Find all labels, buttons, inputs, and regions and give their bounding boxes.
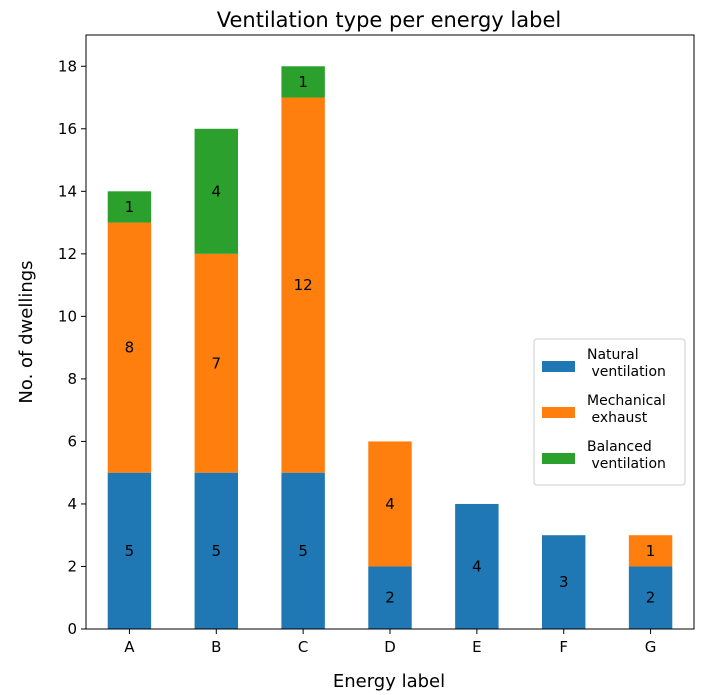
legend: Natural ventilation Mechanical exhaust Bal…	[533, 338, 686, 486]
y-tick-label: 16	[58, 120, 77, 138]
x-tick-label: F	[559, 638, 568, 656]
bar-segment	[281, 66, 325, 98]
y-axis-label: No. of dwellings	[16, 260, 37, 403]
x-tick-label: D	[384, 638, 396, 656]
bar-segment	[368, 441, 412, 567]
legend-swatch	[542, 407, 575, 418]
y-tick-label: 6	[67, 432, 77, 450]
x-tick-label: A	[124, 638, 135, 656]
bar-value-label: 1	[646, 542, 656, 560]
bar-segment	[281, 472, 325, 629]
x-tick-label: G	[645, 638, 657, 656]
x-tick-label: E	[472, 638, 481, 656]
y-tick-label: 8	[67, 370, 77, 388]
bar-value-label: 5	[212, 542, 222, 560]
bar-segment	[107, 472, 152, 629]
bar-value-label: 4	[385, 495, 395, 513]
bar-segment	[107, 222, 152, 473]
bar-value-label: 12	[294, 276, 313, 294]
legend-label: Natural ventilation	[587, 347, 666, 380]
y-tick-label: 12	[58, 245, 77, 263]
y-tick-label: 18	[58, 57, 77, 75]
x-axis-label: Energy label	[333, 671, 445, 692]
bar-segment	[194, 128, 238, 254]
chart-title: Ventilation type per energy label	[217, 8, 561, 32]
bar-value-label: 1	[125, 198, 135, 216]
bar-segment	[107, 191, 152, 223]
y-tick-label: 10	[58, 307, 77, 325]
legend-label: Balanced ventilation	[587, 439, 666, 472]
legend-frame	[533, 338, 686, 486]
bar-segment	[194, 253, 238, 473]
bar-segment	[455, 503, 499, 629]
bar-value-label: 2	[385, 589, 395, 607]
bar-value-label: 8	[125, 339, 135, 357]
x-tick-label: B	[211, 638, 221, 656]
bar-segment	[628, 535, 673, 567]
bar-value-label: 5	[298, 542, 308, 560]
y-tick-label: 4	[67, 495, 77, 513]
bar-segment	[368, 566, 412, 629]
bar-value-label: 7	[212, 354, 222, 372]
bar-value-label: 4	[472, 557, 482, 575]
bar-segment	[542, 535, 586, 629]
bar-value-label: 1	[298, 73, 308, 91]
legend-label: Mechanical exhaust	[587, 393, 666, 426]
bar-value-label: 2	[646, 589, 656, 607]
bar-value-label: 3	[559, 573, 569, 591]
bar-segment	[194, 472, 238, 629]
bar-value-label: 5	[125, 542, 135, 560]
y-tick-label: 14	[58, 182, 77, 200]
y-tick-label: 0	[67, 620, 77, 638]
legend-swatch	[542, 453, 575, 464]
y-tick-label: 2	[67, 557, 77, 575]
legend-swatch	[542, 361, 575, 372]
bar-value-label: 4	[212, 182, 222, 200]
x-tick-label: C	[298, 638, 308, 656]
bar-segment	[281, 97, 325, 473]
bar-segment	[628, 566, 673, 629]
